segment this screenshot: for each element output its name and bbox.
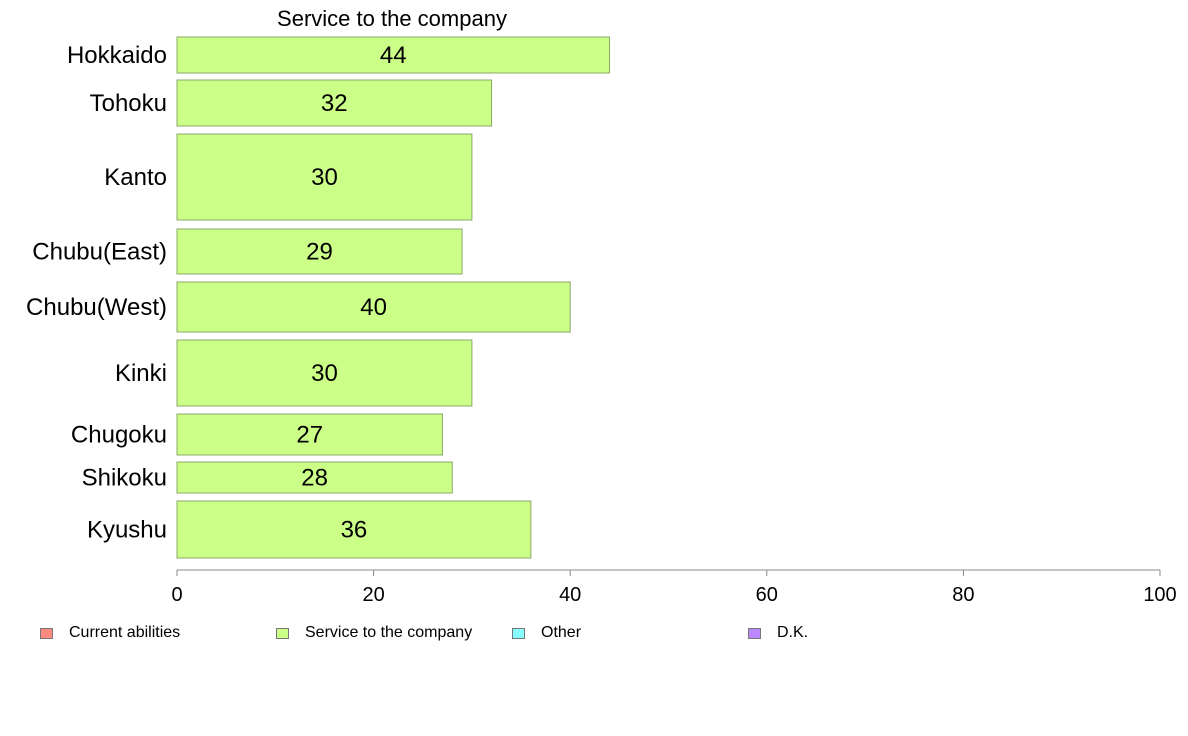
bar-shikoku bbox=[176, 461, 453, 494]
legend-item-other: Other bbox=[512, 623, 581, 643]
data-label: 30 bbox=[311, 164, 338, 191]
bar-chart: Service to the company 44 Hokkaido 32 Tohok… bbox=[26, 6, 1177, 606]
category-label-kinki: Kinki bbox=[115, 360, 167, 387]
category-label-kyushu: Kyushu bbox=[87, 517, 167, 544]
x-tick-label: 60 bbox=[756, 584, 778, 606]
data-label: 36 bbox=[341, 517, 368, 544]
category-label-chubu-west: Chubu(West) bbox=[26, 294, 167, 321]
bar-kinki bbox=[176, 339, 473, 407]
legend-item-current-abilities: Current abilities bbox=[40, 623, 180, 643]
legend-swatch-service-to-the-company bbox=[276, 627, 289, 639]
legend-label: Other bbox=[541, 624, 582, 641]
bar-chubu-east bbox=[176, 228, 463, 275]
category-label-chugoku: Chugoku bbox=[71, 422, 167, 449]
x-axis: 0 20 40 60 80 100 bbox=[171, 569, 1177, 606]
category-label-hokkaido: Hokkaido bbox=[67, 42, 167, 69]
bar-chubu-west bbox=[176, 281, 571, 333]
legend-label: Current abilities bbox=[69, 624, 181, 641]
data-label: 30 bbox=[311, 360, 338, 387]
data-label: 27 bbox=[296, 422, 323, 449]
data-label: 44 bbox=[380, 42, 407, 69]
legend-label: D.K. bbox=[777, 624, 809, 641]
category-label-chubu-east: Chubu(East) bbox=[32, 239, 167, 266]
bar-kanto bbox=[176, 133, 473, 221]
x-tick-label: 80 bbox=[952, 584, 974, 606]
legend: Current abilities Service to the company… bbox=[0, 623, 1188, 645]
bars-layer: 44 Hokkaido 32 Tohoku 30 Kanto 29 Chubu(East) 40… bbox=[26, 36, 611, 559]
category-label-shikoku: Shikoku bbox=[82, 465, 167, 492]
chart-title: Service to the company bbox=[277, 6, 507, 31]
bar-chugoku bbox=[176, 413, 443, 456]
x-tick-label: 20 bbox=[362, 584, 384, 606]
data-label: 28 bbox=[301, 465, 328, 492]
x-tick-label: 0 bbox=[171, 584, 182, 606]
legend-item-service-to-the-company: Service to the company bbox=[276, 623, 472, 643]
legend-item-dk: D.K. bbox=[748, 623, 808, 643]
legend-swatch-current-abilities bbox=[40, 627, 53, 639]
category-label-kanto: Kanto bbox=[104, 164, 167, 191]
legend-swatch-dk bbox=[748, 627, 761, 639]
bar-hokkaido bbox=[176, 36, 611, 74]
bar-tohoku bbox=[176, 79, 493, 127]
data-label: 40 bbox=[360, 294, 387, 321]
data-label: 29 bbox=[306, 239, 333, 266]
category-label-tohoku: Tohoku bbox=[90, 90, 167, 117]
data-label: 32 bbox=[321, 90, 348, 117]
x-tick-label: 100 bbox=[1143, 584, 1176, 606]
legend-label: Service to the company bbox=[305, 624, 473, 641]
bar-kyushu bbox=[176, 500, 532, 559]
legend-swatch-other bbox=[512, 627, 525, 639]
x-tick-label: 40 bbox=[559, 584, 581, 606]
